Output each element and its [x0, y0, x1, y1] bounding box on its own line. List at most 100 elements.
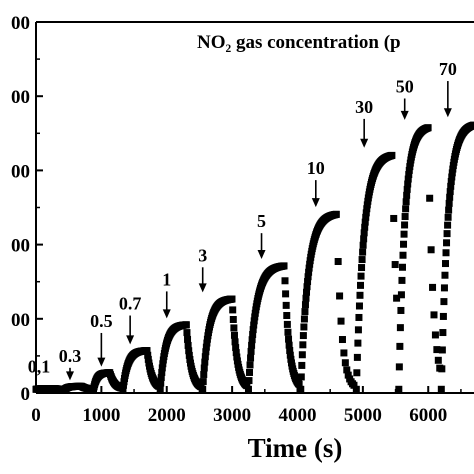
- data-point: [447, 182, 455, 190]
- data-point: [285, 335, 293, 343]
- data-point: [185, 351, 193, 359]
- data-point: [244, 385, 252, 393]
- data-point: [353, 353, 361, 361]
- data-point: [401, 221, 409, 229]
- data-point: [404, 175, 412, 183]
- data-point: [250, 321, 258, 329]
- data-point: [283, 320, 291, 328]
- data-point: [399, 251, 407, 259]
- data-point: [337, 317, 345, 325]
- pulse-label-0: 0,1: [28, 357, 51, 377]
- data-point: [444, 213, 452, 221]
- data-point: [393, 294, 401, 302]
- pulse-label-2: 0.5: [90, 311, 113, 331]
- data-point: [400, 240, 408, 248]
- data-point: [352, 385, 360, 393]
- data-point: [336, 292, 344, 300]
- data-point: [396, 324, 404, 332]
- data-point: [247, 347, 255, 355]
- data-point: [232, 344, 240, 352]
- data-point: [286, 351, 294, 359]
- data-point: [397, 291, 405, 299]
- data-point: [359, 241, 367, 249]
- pulse-10-series: [437, 121, 474, 393]
- data-point: [304, 273, 312, 281]
- data-point: [298, 361, 306, 369]
- data-point: [184, 341, 192, 349]
- data-point: [446, 188, 454, 196]
- data-point: [438, 346, 446, 354]
- data-point: [298, 351, 306, 359]
- data-point: [402, 198, 410, 206]
- data-point: [449, 165, 457, 173]
- data-point: [448, 169, 456, 177]
- data-point: [447, 177, 455, 185]
- data-point: [397, 306, 405, 314]
- data-markers: [32, 121, 474, 393]
- data-point: [283, 312, 291, 320]
- data-point: [363, 205, 371, 213]
- data-point: [433, 346, 441, 354]
- data-point: [201, 353, 209, 361]
- data-point: [199, 385, 207, 393]
- data-point: [304, 278, 312, 286]
- y-tick-label: 0: [21, 384, 31, 405]
- data-point: [282, 301, 290, 309]
- data-point: [301, 301, 309, 309]
- data-point: [355, 313, 363, 321]
- pulse-label-3: 0.7: [119, 294, 142, 314]
- data-point: [305, 264, 313, 272]
- data-point: [119, 385, 127, 393]
- data-point: [362, 209, 370, 217]
- data-point: [403, 185, 411, 193]
- y-tick-label: 00: [11, 310, 30, 331]
- data-point: [297, 373, 305, 381]
- data-point: [202, 348, 210, 356]
- data-point: [202, 343, 210, 351]
- data-point: [344, 371, 352, 379]
- data-point: [247, 354, 255, 362]
- pulse-5-series: [199, 295, 251, 393]
- data-point: [445, 206, 453, 214]
- data-point: [284, 328, 292, 336]
- data-point: [395, 363, 403, 371]
- x-tick-label: 4000: [278, 405, 316, 426]
- y-tick-label: 00: [11, 161, 30, 182]
- data-point: [360, 229, 368, 237]
- data-point: [228, 295, 236, 303]
- data-point: [156, 385, 164, 393]
- data-point: [441, 271, 449, 279]
- data-point: [398, 276, 406, 284]
- data-point: [184, 335, 192, 343]
- data-point: [361, 218, 369, 226]
- data-point: [245, 377, 253, 385]
- data-point: [426, 194, 434, 202]
- pulse-arrowhead-5: [198, 283, 207, 293]
- pulse-arrowhead-10: [443, 108, 452, 118]
- data-point: [439, 329, 447, 337]
- data-point: [285, 341, 293, 349]
- pulse-arrowhead-9: [400, 110, 409, 120]
- pulse-arrowhead-8: [360, 138, 369, 148]
- data-point: [437, 385, 445, 393]
- data-point: [404, 180, 412, 188]
- data-point: [402, 205, 410, 213]
- pulse-label-8: 30: [355, 97, 373, 117]
- data-point: [229, 315, 237, 323]
- pulse-arrowhead-6: [257, 250, 266, 260]
- data-point: [398, 263, 406, 271]
- data-point: [448, 173, 456, 181]
- pulse-label-10: 70: [439, 59, 457, 79]
- data-point: [440, 284, 448, 292]
- data-point: [403, 191, 411, 199]
- data-point: [199, 378, 207, 386]
- pulse-arrowhead-4: [162, 309, 171, 319]
- data-point: [144, 351, 152, 359]
- data-point: [396, 342, 404, 350]
- data-point: [249, 326, 257, 334]
- data-point: [231, 338, 239, 346]
- y-tick-label: 00: [11, 87, 30, 108]
- data-point: [158, 368, 166, 376]
- data-point: [332, 210, 340, 218]
